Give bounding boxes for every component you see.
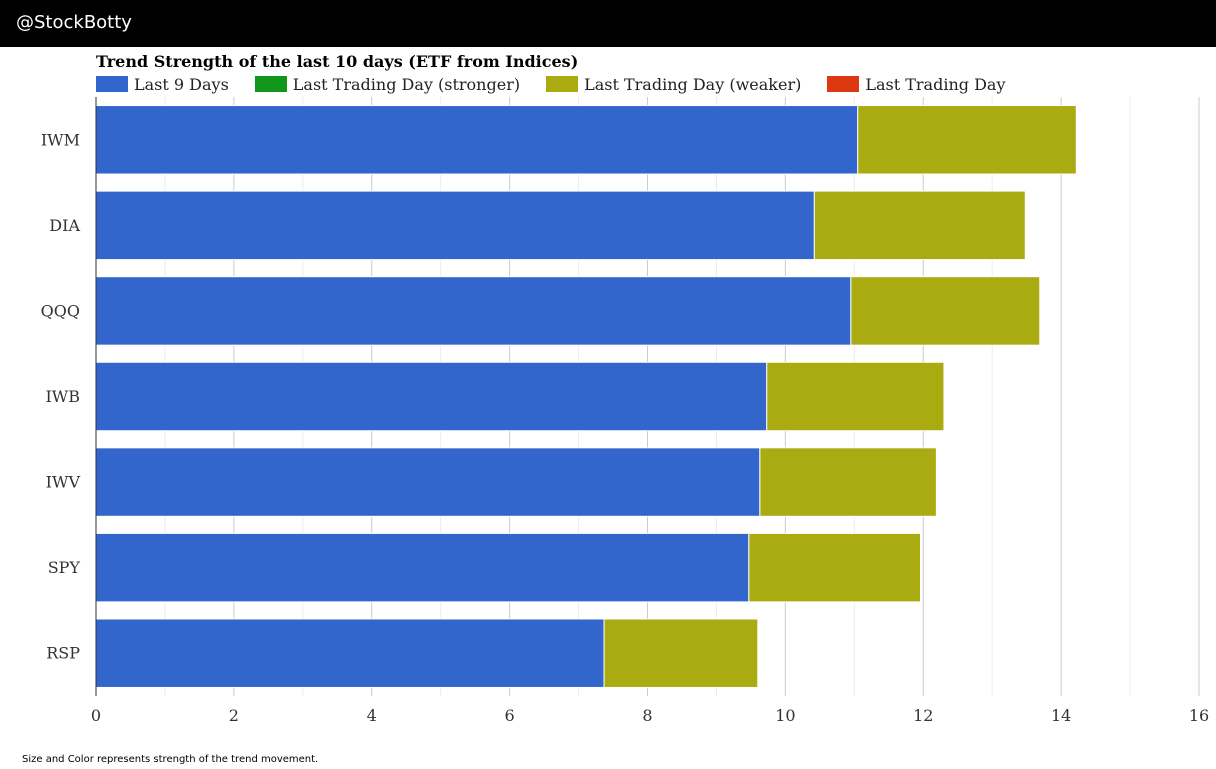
bar-iwv-series-0 [95, 447, 761, 517]
bar-rsp-series-1 [603, 618, 759, 688]
x-tick-label: 12 [913, 706, 933, 725]
bar-iwv-series-1 [759, 447, 937, 517]
x-tick-label: 2 [229, 706, 239, 725]
top-bar: @StockBotty [0, 0, 1216, 47]
legend-item-last-day[interactable]: Last Trading Day [827, 75, 1005, 94]
bar-dia-series-1 [813, 190, 1026, 261]
bar-spy-series-1 [748, 532, 921, 603]
legend-swatch [254, 76, 287, 92]
bar-iwm-series-1 [857, 105, 1077, 175]
legend-label: Last 9 Days [134, 74, 229, 94]
category-label: IWM [41, 130, 80, 149]
legend-item-last-day-stronger[interactable]: Last Trading Day (stronger) [254, 74, 521, 94]
account-handle: @StockBotty [16, 12, 132, 33]
bar-spy-series-0 [95, 532, 750, 603]
category-label: IWB [45, 387, 80, 406]
category-label: QQQ [41, 301, 80, 320]
legend-swatch [546, 76, 579, 92]
category-label: RSP [46, 644, 80, 663]
legend-label: Last Trading Day [865, 74, 1006, 94]
legend-swatch [96, 76, 128, 92]
bar-dia-series-0 [95, 190, 815, 261]
chart-legend: Last 9 Days Last Trading Day (stronger) … [96, 74, 1031, 94]
legend-label: Last Trading Day (stronger) [292, 74, 521, 94]
legend-swatch [827, 76, 860, 92]
x-tick-label: 0 [91, 706, 101, 725]
legend-item-last-day-weaker[interactable]: Last Trading Day (weaker) [546, 75, 801, 94]
footnote: Size and Color represents strength of th… [22, 754, 319, 765]
legend-item-last-9-days[interactable]: Last 9 Days [96, 75, 229, 94]
chart-title: Trend Strength of the last 10 days (ETF … [96, 52, 579, 71]
legend-label: Last Trading Day (weaker) [584, 74, 802, 94]
category-label: SPY [48, 558, 81, 577]
x-tick-label: 6 [505, 706, 515, 725]
x-tick-label: 4 [367, 706, 377, 725]
bar-iwb-series-0 [95, 361, 768, 432]
x-tick-label: 16 [1189, 706, 1209, 725]
bar-rsp-series-0 [95, 618, 605, 688]
bar-iwb-series-1 [766, 361, 945, 432]
category-label: DIA [49, 216, 80, 235]
bar-qqq-series-1 [850, 276, 1041, 346]
x-tick-label: 10 [775, 706, 795, 725]
category-label: IWV [46, 473, 81, 492]
bar-iwm-series-0 [95, 105, 859, 175]
bar-qqq-series-0 [95, 276, 852, 346]
x-tick-label: 14 [1051, 706, 1071, 725]
x-tick-label: 8 [642, 706, 652, 725]
